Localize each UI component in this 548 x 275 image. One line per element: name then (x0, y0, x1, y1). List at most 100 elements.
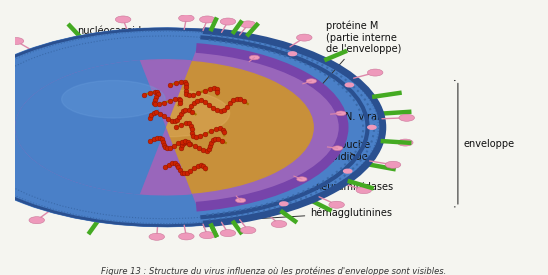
Point (226, 101, 235, 105)
Point (191, 135, 200, 139)
Ellipse shape (61, 81, 165, 118)
Point (152, 95, 161, 100)
Point (178, 139, 186, 144)
Point (149, 111, 158, 115)
Point (175, 115, 184, 119)
Circle shape (296, 34, 312, 41)
Text: hémagglutinines: hémagglutinines (260, 208, 392, 219)
Point (159, 114, 168, 118)
Point (200, 89, 209, 93)
Point (183, 139, 192, 144)
Circle shape (220, 230, 236, 236)
Circle shape (220, 18, 236, 25)
Point (168, 161, 176, 166)
Point (218, 139, 226, 143)
Point (206, 86, 215, 91)
Point (164, 163, 173, 167)
Circle shape (29, 217, 44, 224)
Circle shape (336, 111, 346, 116)
Wedge shape (0, 28, 203, 227)
Circle shape (149, 233, 164, 240)
Point (213, 90, 222, 94)
Point (176, 146, 185, 151)
Point (170, 161, 179, 166)
Point (201, 132, 209, 136)
Point (201, 100, 209, 104)
Circle shape (179, 233, 194, 240)
Point (178, 143, 186, 147)
Text: neuraminidases: neuraminidases (313, 183, 393, 197)
Circle shape (199, 232, 215, 239)
Point (198, 164, 207, 168)
Circle shape (344, 169, 352, 173)
Wedge shape (16, 60, 191, 195)
Circle shape (271, 221, 287, 227)
Point (153, 90, 162, 95)
Point (206, 144, 215, 149)
Point (193, 98, 202, 103)
Point (186, 168, 195, 173)
Point (150, 137, 158, 141)
Point (150, 98, 159, 103)
Point (159, 143, 168, 147)
Point (173, 118, 182, 122)
Circle shape (399, 114, 414, 121)
Point (184, 108, 193, 112)
Point (147, 113, 156, 117)
Point (207, 141, 216, 145)
Point (151, 90, 159, 94)
Point (177, 79, 186, 84)
Ellipse shape (52, 72, 175, 117)
Point (145, 116, 154, 120)
Point (145, 139, 154, 144)
Point (190, 166, 198, 170)
Point (153, 136, 162, 140)
Point (182, 170, 191, 175)
Point (179, 109, 187, 114)
Point (156, 136, 164, 140)
Point (216, 126, 225, 131)
Circle shape (367, 69, 383, 76)
Point (174, 141, 182, 146)
Point (204, 102, 213, 107)
Ellipse shape (52, 72, 175, 117)
Circle shape (8, 37, 24, 45)
Text: enveloppe: enveloppe (463, 139, 514, 149)
Circle shape (0, 29, 383, 226)
Point (189, 93, 197, 97)
Point (218, 127, 227, 132)
Point (223, 104, 232, 109)
Circle shape (249, 55, 260, 60)
Point (220, 108, 229, 112)
Circle shape (368, 125, 376, 129)
Point (167, 119, 176, 123)
Point (216, 109, 225, 113)
Point (193, 164, 202, 168)
Point (213, 87, 221, 92)
Point (184, 93, 193, 98)
Point (170, 144, 179, 148)
Circle shape (241, 21, 256, 28)
Point (190, 101, 198, 105)
Text: protéine M
(partie interne
de l'enveloppe): protéine M (partie interne de l'envelopp… (322, 21, 401, 85)
Point (181, 82, 190, 86)
Point (182, 85, 191, 90)
Wedge shape (16, 61, 165, 194)
Point (196, 134, 204, 138)
Circle shape (296, 177, 307, 182)
Point (181, 108, 190, 112)
Point (150, 101, 158, 105)
Circle shape (236, 198, 246, 203)
Point (185, 121, 193, 126)
Point (182, 140, 191, 145)
Point (159, 100, 168, 105)
Point (190, 144, 199, 148)
Point (174, 165, 183, 170)
Circle shape (288, 52, 296, 56)
Circle shape (332, 146, 342, 150)
Point (240, 99, 249, 104)
Circle shape (199, 16, 215, 23)
Point (188, 110, 197, 114)
Point (153, 92, 162, 97)
Circle shape (179, 15, 194, 22)
